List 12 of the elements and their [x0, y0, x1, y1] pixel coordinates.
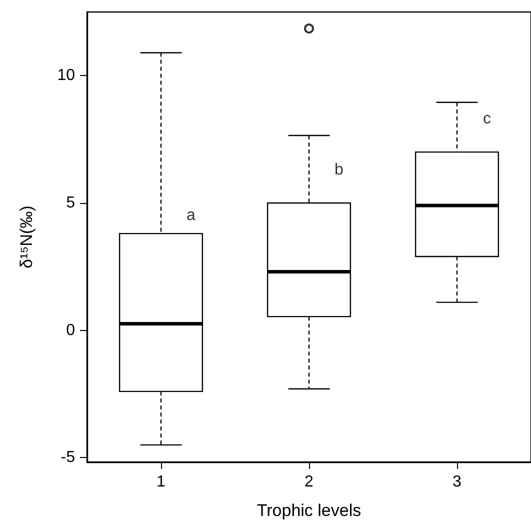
- y-tick-label: 10: [57, 67, 76, 84]
- x-tick-label: 3: [452, 474, 462, 490]
- annotation: a: [186, 207, 196, 224]
- x-tick-label: 1: [156, 474, 166, 490]
- x-tick-label: 2: [304, 474, 314, 490]
- y-axis-title: δ¹⁵N(‰): [17, 206, 36, 268]
- annotation: b: [334, 161, 344, 178]
- annotation: c: [483, 110, 491, 128]
- y-tick-label: 5: [66, 194, 76, 212]
- y-tick-label: 0: [66, 322, 76, 339]
- y-tick-label: -5: [60, 449, 76, 466]
- x-axis-title: Trophic levels: [256, 501, 362, 520]
